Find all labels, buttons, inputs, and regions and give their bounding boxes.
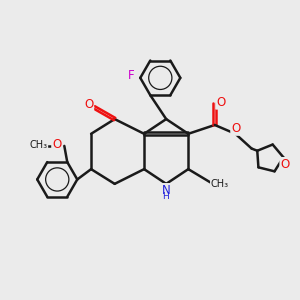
Text: CH₃: CH₃: [211, 179, 229, 189]
Text: N: N: [162, 184, 171, 197]
Text: H: H: [163, 192, 169, 201]
Text: O: O: [84, 98, 93, 111]
Text: O: O: [216, 96, 225, 109]
Text: CH₃: CH₃: [29, 140, 47, 150]
Text: O: O: [52, 138, 61, 151]
Text: O: O: [231, 122, 240, 135]
Text: O: O: [280, 158, 289, 171]
Text: F: F: [128, 69, 134, 82]
